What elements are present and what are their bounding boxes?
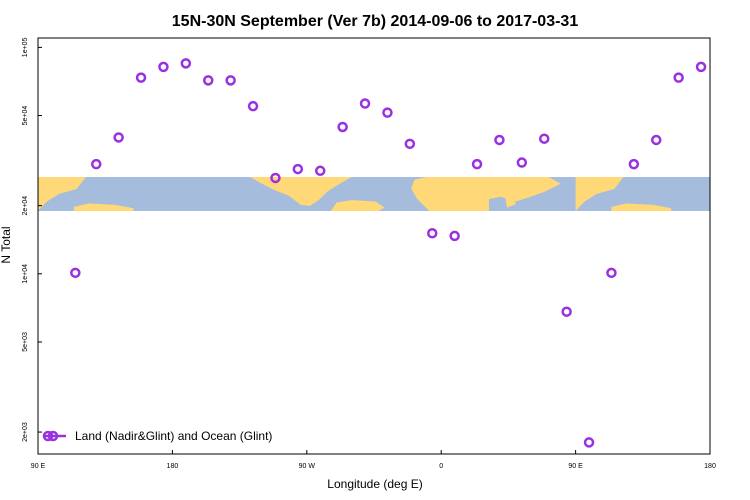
y-axis-label: N Total [0, 226, 13, 263]
data-point [561, 306, 572, 317]
x-tick-label: 90 E [568, 463, 583, 470]
land-area [330, 200, 385, 211]
legend-label: Land (Nadir&Glint) and Ocean (Glint) [75, 429, 272, 443]
x-axis-label: Longitude (deg E) [327, 477, 422, 491]
land-area [38, 177, 86, 211]
data-point [516, 157, 528, 168]
data-point [337, 121, 348, 133]
data-point [359, 98, 371, 109]
data-point [247, 100, 259, 112]
y-tick-label: 1e+04 [22, 264, 29, 284]
x-tick-label: 90 E [31, 463, 46, 470]
land-area [411, 177, 561, 211]
data-point [314, 165, 326, 177]
land-area [505, 195, 516, 208]
data-point [471, 158, 483, 170]
data-point [695, 61, 707, 73]
data-point [90, 158, 102, 170]
data-point [583, 437, 595, 448]
data-point [538, 133, 550, 144]
land-area [575, 177, 624, 211]
legend-marker [47, 430, 59, 442]
data-point [426, 228, 438, 239]
y-tick-label: 1e+05 [22, 37, 29, 57]
legend: Land (Nadir&Glint) and Ocean (Glint) [42, 429, 272, 443]
chart-title: 15N-30N September (Ver 7b) 2014-09-06 to… [172, 13, 579, 30]
data-point [70, 267, 81, 279]
x-tick-label: 90 W [299, 463, 316, 470]
y-tick-label: 5e+04 [22, 106, 29, 126]
data-point [135, 72, 147, 83]
data-point [494, 134, 505, 146]
data-points [70, 58, 707, 448]
data-point [673, 72, 684, 83]
data-point [270, 172, 281, 184]
y-axis: 2e+03 5e+03 1e+04 2e+04 5e+04 1e+05 [22, 37, 42, 442]
plot-frame [37, 37, 711, 455]
data-point [225, 75, 236, 86]
data-point [292, 163, 304, 175]
data-point [404, 138, 416, 150]
data-point [449, 230, 460, 242]
data-point [158, 61, 169, 73]
data-point [202, 75, 214, 86]
x-tick-label: 180 [704, 463, 716, 470]
land-area [250, 177, 352, 206]
x-axis: 90 E 180 90 W 0 90 E 180 [31, 450, 716, 470]
legend-marker [42, 430, 54, 442]
x-tick-label: 180 [167, 463, 179, 470]
data-point [650, 134, 662, 146]
data-point [606, 267, 617, 279]
data-point [180, 58, 192, 69]
data-point [628, 158, 640, 170]
y-tick-label: 5e+03 [22, 332, 29, 352]
data-point [382, 107, 393, 118]
x-tick-label: 0 [439, 463, 443, 470]
y-tick-label: 2e+03 [22, 422, 29, 442]
land-area [611, 203, 672, 211]
y-tick-label: 2e+04 [22, 196, 29, 216]
land-area [73, 203, 134, 211]
data-point [113, 132, 124, 143]
world-map-strip [38, 177, 710, 211]
